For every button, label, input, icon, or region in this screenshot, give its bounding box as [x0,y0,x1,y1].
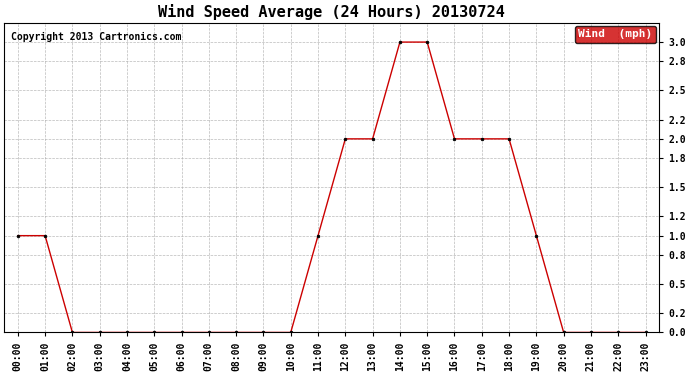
Text: Copyright 2013 Cartronics.com: Copyright 2013 Cartronics.com [11,32,181,42]
Title: Wind Speed Average (24 Hours) 20130724: Wind Speed Average (24 Hours) 20130724 [158,4,505,20]
Legend: Wind  (mph): Wind (mph) [575,26,656,43]
